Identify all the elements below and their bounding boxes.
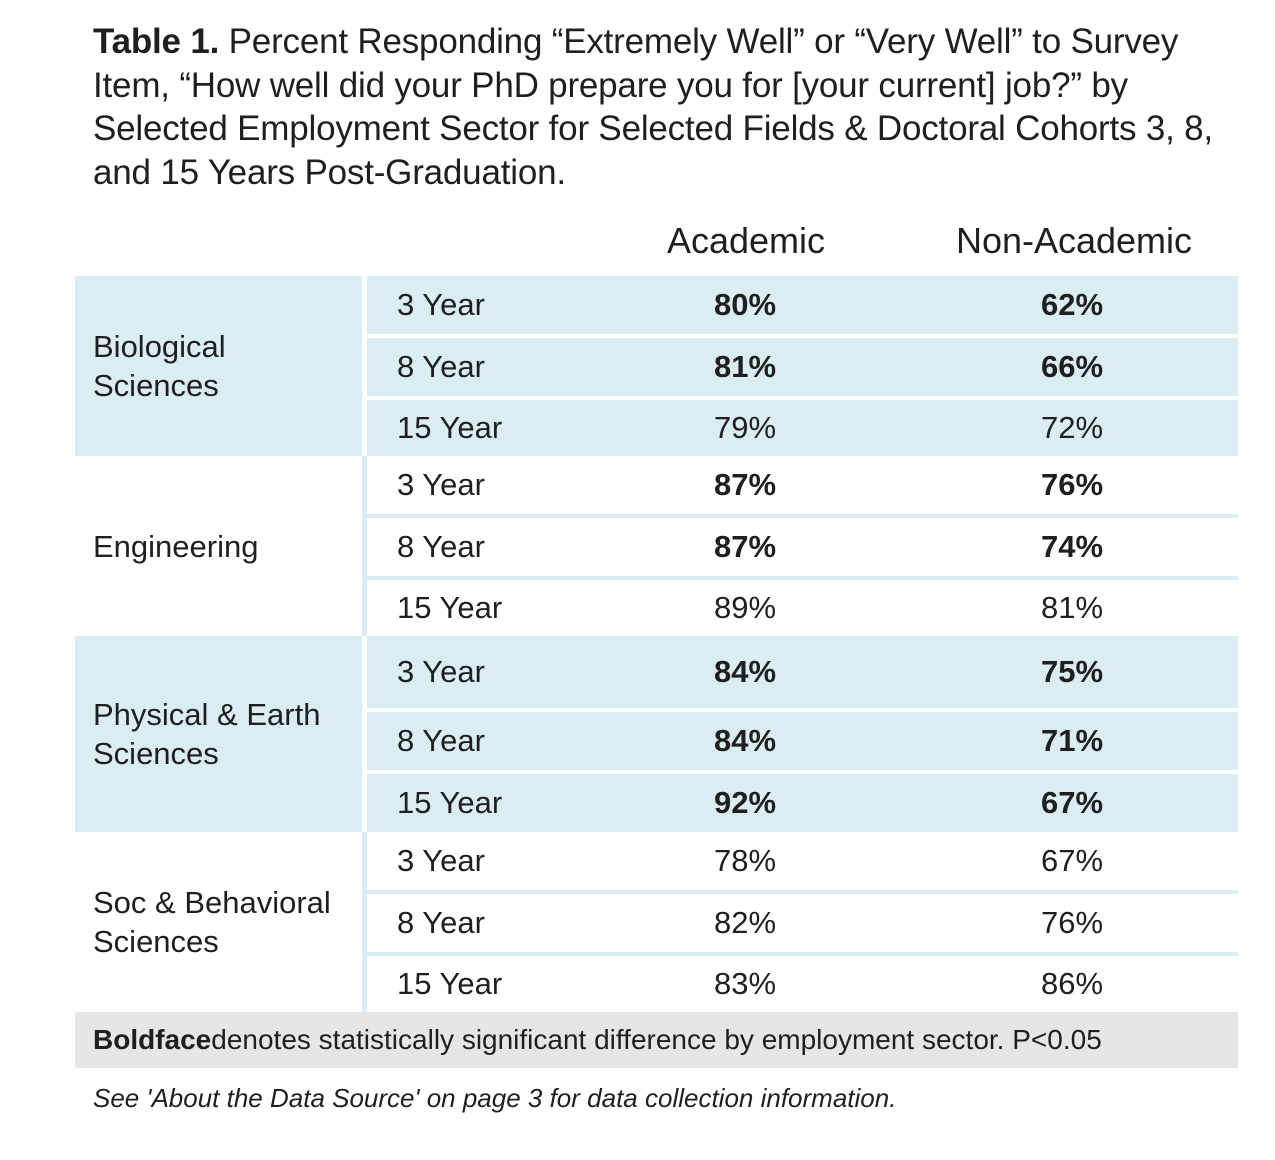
academic-value: 83% <box>713 966 777 1001</box>
academic-value: 87% <box>713 467 777 502</box>
group-rows: 3 Year 78% 67% 8 Year 82% 76% 15 Year 83… <box>367 832 1238 1012</box>
non-academic-value: 75% <box>1040 654 1104 689</box>
non-academic-value: 76% <box>1040 467 1104 502</box>
academic-value: 78% <box>713 843 777 878</box>
data-source-footnote: See 'About the Data Source' on page 3 fo… <box>93 1083 897 1113</box>
non-academic-value: 66% <box>1040 349 1104 384</box>
group-rows: 3 Year 80% 62% 8 Year 81% 66% 15 Year 79… <box>367 276 1238 456</box>
field-label: Soc & Behavioral Sciences <box>93 885 331 959</box>
table-row: 8 Year 84% 71% <box>367 708 1238 770</box>
table-row: 8 Year 82% 76% <box>367 890 1238 952</box>
table-title-text: Percent Responding “Extremely Well” or “… <box>93 22 1213 192</box>
non-academic-value: 81% <box>1040 590 1104 625</box>
column-divider <box>362 276 367 456</box>
non-academic-value: 62% <box>1040 287 1104 322</box>
academic-value: 84% <box>713 723 777 758</box>
column-header-non-academic: Non-Academic <box>955 220 1193 261</box>
non-academic-value: 67% <box>1040 843 1104 878</box>
group-engineering: Engineering 3 Year 87% 76% 8 Year 87% 74… <box>75 456 1238 636</box>
academic-value: 80% <box>713 287 777 322</box>
table-row: 15 Year 79% 72% <box>367 396 1238 456</box>
table-row: 15 Year 92% 67% <box>367 770 1238 832</box>
academic-value: 81% <box>713 349 777 384</box>
table-row: 3 Year 80% 62% <box>367 276 1238 334</box>
cohort-label: 15 Year <box>397 590 503 625</box>
group-biological-sciences: Biological Sciences 3 Year 80% 62% 8 Yea… <box>75 276 1238 456</box>
non-academic-value: 74% <box>1040 529 1104 564</box>
cohort-label: 8 Year <box>397 723 485 758</box>
non-academic-value: 86% <box>1040 966 1104 1001</box>
cohort-label: 15 Year <box>397 785 503 820</box>
group-soc-behavioral-sciences: Soc & Behavioral Sciences 3 Year 78% 67%… <box>75 832 1238 1012</box>
cohort-label: 3 Year <box>397 287 485 322</box>
note-text: denotes statistically significant differ… <box>211 1024 1102 1055</box>
significance-note: Boldface denotes statistically significa… <box>75 1012 1238 1068</box>
non-academic-value: 72% <box>1040 410 1104 445</box>
table-row: 3 Year 78% 67% <box>367 832 1238 890</box>
column-divider <box>362 636 367 832</box>
data-table: Biological Sciences 3 Year 80% 62% 8 Yea… <box>75 276 1238 1012</box>
group-rows: 3 Year 84% 75% 8 Year 84% 71% 15 Year 92… <box>367 636 1238 832</box>
academic-value: 84% <box>713 654 777 689</box>
field-cell-bg <box>75 636 362 832</box>
cohort-label: 3 Year <box>397 654 485 689</box>
cohort-label: 8 Year <box>397 905 485 940</box>
cohort-label: 3 Year <box>397 843 485 878</box>
cohort-label: 15 Year <box>397 410 503 445</box>
academic-value: 82% <box>713 905 777 940</box>
field-label: Biological Sciences <box>93 329 226 403</box>
note-bold-term: Boldface <box>93 1024 212 1055</box>
non-academic-value: 76% <box>1040 905 1104 940</box>
table-row: 3 Year 84% 75% <box>367 636 1238 708</box>
academic-value: 92% <box>713 785 777 820</box>
cohort-label: 15 Year <box>397 966 503 1001</box>
group-physical-earth-sciences: Physical & Earth Sciences 3 Year 84% 75%… <box>75 636 1238 832</box>
column-divider <box>362 456 367 636</box>
column-divider <box>362 832 367 1012</box>
column-header-academic: Academic <box>666 220 826 261</box>
table-title: Table 1. Percent Responding “Extremely W… <box>93 20 1213 194</box>
table-row: 15 Year 83% 86% <box>367 952 1238 1012</box>
academic-value: 87% <box>713 529 777 564</box>
table-row: 15 Year 89% 81% <box>367 576 1238 636</box>
table-title-label: Table 1. <box>93 22 220 61</box>
academic-value: 79% <box>713 410 777 445</box>
group-rows: 3 Year 87% 76% 8 Year 87% 74% 15 Year 89… <box>367 456 1238 636</box>
field-label: Physical & Earth Sciences <box>93 697 321 771</box>
field-label: Engineering <box>93 528 259 564</box>
cohort-label: 8 Year <box>397 529 485 564</box>
non-academic-value: 71% <box>1040 723 1104 758</box>
non-academic-value: 67% <box>1040 785 1104 820</box>
table-row: 8 Year 81% 66% <box>367 334 1238 396</box>
academic-value: 89% <box>713 590 777 625</box>
table-row: 3 Year 87% 76% <box>367 456 1238 514</box>
field-cell-bg <box>75 276 362 456</box>
table-row: 8 Year 87% 74% <box>367 514 1238 576</box>
cohort-label: 3 Year <box>397 467 485 502</box>
cohort-label: 8 Year <box>397 349 485 384</box>
